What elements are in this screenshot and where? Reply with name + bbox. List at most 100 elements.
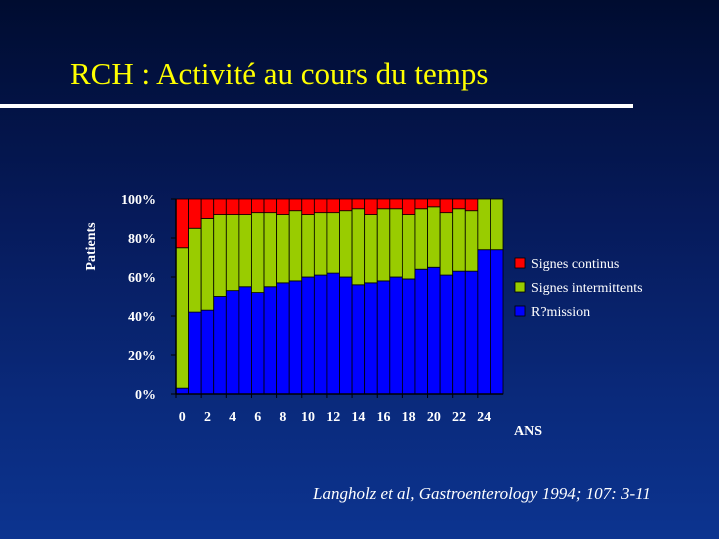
bar-continuous-10 — [301, 198, 315, 216]
bar-remission-12 — [326, 272, 340, 395]
bar-intermittent-16 — [376, 208, 391, 282]
bar-remission-22 — [452, 270, 466, 395]
legend-swatch-2 — [514, 305, 526, 317]
bar-remission-24 — [477, 249, 491, 395]
bar-remission-3 — [213, 296, 227, 395]
legend-label-0: Signes continus — [531, 257, 619, 272]
bar-intermittent-21 — [439, 212, 454, 276]
bar-continuous-4 — [225, 198, 240, 216]
slide-title: RCH : Activité au cours du temps — [70, 56, 489, 91]
bar-continuous-13 — [339, 198, 353, 212]
bar-remission-2 — [200, 309, 215, 395]
y-tick-label-20: 20% — [128, 349, 156, 364]
legend-swatch-0 — [514, 257, 526, 269]
bar-continuous-16 — [376, 198, 391, 210]
bar-intermittent-13 — [339, 210, 353, 278]
bar-continuous-23 — [464, 198, 479, 212]
bar-intermittent-0 — [175, 247, 189, 389]
bar-intermittent-10 — [301, 214, 315, 278]
bar-intermittent-25 — [490, 198, 504, 251]
bar-intermittent-23 — [464, 210, 479, 272]
x-tick-label-12: 12 — [326, 410, 340, 425]
bar-remission-6 — [251, 292, 265, 395]
bar-intermittent-9 — [288, 210, 303, 282]
bar-intermittent-24 — [477, 198, 491, 251]
legend-label-1: Signes intermittents — [531, 281, 643, 296]
bar-intermittent-11 — [313, 212, 328, 276]
bar-remission-17 — [389, 276, 403, 395]
bar-continuous-5 — [238, 198, 252, 216]
y-axis-title: Patients — [84, 222, 99, 271]
bar-intermittent-22 — [452, 208, 466, 272]
x-tick-label-20: 20 — [427, 410, 441, 425]
title-divider — [0, 104, 633, 108]
legend-swatch-1 — [514, 281, 526, 293]
bar-intermittent-19 — [414, 208, 428, 270]
bar-intermittent-14 — [351, 208, 366, 286]
bar-continuous-8 — [276, 198, 290, 216]
x-tick-label-4: 4 — [229, 410, 236, 425]
x-tick-label-24: 24 — [477, 410, 491, 425]
y-tick-label-100: 100% — [121, 193, 156, 208]
y-tick-label-0: 0% — [135, 388, 156, 403]
bar-intermittent-18 — [401, 214, 416, 280]
bar-remission-10 — [301, 276, 315, 395]
bar-remission-7 — [263, 286, 278, 395]
bar-intermittent-3 — [213, 214, 227, 297]
x-tick-label-0: 0 — [179, 410, 186, 425]
x-axis-title: ANS — [514, 424, 542, 439]
bar-remission-21 — [439, 274, 454, 395]
x-tick-label-14: 14 — [351, 410, 365, 425]
bar-intermittent-17 — [389, 208, 403, 278]
bar-intermittent-1 — [188, 227, 202, 313]
bar-remission-4 — [225, 290, 240, 395]
bar-remission-14 — [351, 284, 366, 395]
bar-continuous-6 — [251, 198, 265, 214]
bar-remission-18 — [401, 278, 416, 395]
bar-remission-1 — [188, 311, 202, 395]
y-tick-label-80: 80% — [128, 232, 156, 247]
x-tick-label-10: 10 — [301, 410, 315, 425]
bar-intermittent-2 — [200, 218, 215, 311]
bar-intermittent-8 — [276, 214, 290, 284]
bar-intermittent-5 — [238, 214, 252, 288]
bar-continuous-15 — [364, 198, 378, 216]
bar-remission-16 — [376, 280, 391, 395]
bar-remission-8 — [276, 282, 290, 395]
bar-continuous-0 — [175, 198, 189, 249]
citation: Langholz et al, Gastroenterology 1994; 1… — [313, 484, 651, 503]
legend-label-2: R?mission — [531, 305, 590, 320]
bar-continuous-9 — [288, 198, 303, 212]
bar-intermittent-6 — [251, 212, 265, 293]
bar-remission-25 — [490, 249, 504, 395]
x-tick-label-8: 8 — [279, 410, 286, 425]
bar-continuous-18 — [401, 198, 416, 216]
x-tick-label-2: 2 — [204, 410, 211, 425]
bar-intermittent-15 — [364, 214, 378, 284]
bar-intermittent-7 — [263, 212, 278, 288]
bar-remission-23 — [464, 270, 479, 395]
bar-remission-5 — [238, 286, 252, 395]
bar-intermittent-20 — [427, 206, 441, 268]
bar-continuous-20 — [427, 198, 441, 208]
bar-remission-11 — [313, 274, 328, 395]
bar-intermittent-4 — [225, 214, 240, 292]
bar-continuous-3 — [213, 198, 227, 216]
bar-continuous-14 — [351, 198, 366, 210]
bar-remission-13 — [339, 276, 353, 395]
bar-continuous-11 — [313, 198, 328, 214]
bar-intermittent-12 — [326, 212, 340, 274]
bar-remission-15 — [364, 282, 378, 395]
y-tick-label-40: 40% — [128, 310, 156, 325]
bar-continuous-17 — [389, 198, 403, 210]
bar-continuous-21 — [439, 198, 454, 214]
bar-remission-19 — [414, 268, 428, 395]
bar-continuous-1 — [188, 198, 202, 229]
x-tick-label-18: 18 — [402, 410, 416, 425]
bar-continuous-22 — [452, 198, 466, 210]
y-tick-label-60: 60% — [128, 271, 156, 286]
x-tick-label-22: 22 — [452, 410, 466, 425]
bar-continuous-2 — [200, 198, 215, 219]
x-tick-label-16: 16 — [377, 410, 391, 425]
bar-continuous-19 — [414, 198, 428, 210]
